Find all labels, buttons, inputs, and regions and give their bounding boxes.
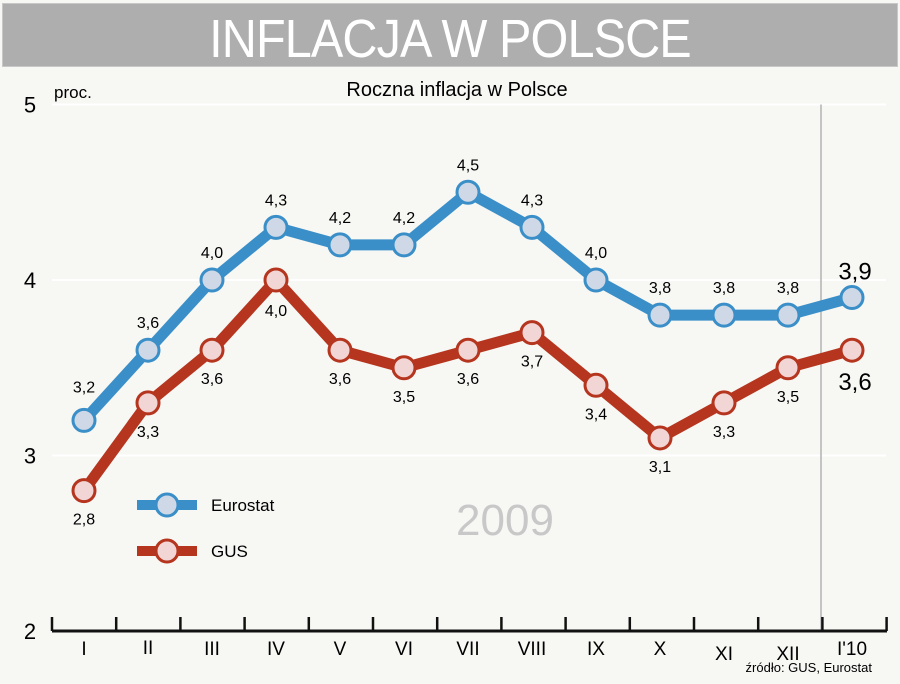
gus-data-label: 3,6 — [329, 371, 351, 388]
gus-point — [199, 337, 225, 363]
eurostat-data-label: 3,2 — [73, 379, 95, 396]
x-tick-label: X — [654, 639, 667, 660]
x-tick-label: VII — [456, 639, 479, 660]
x-tick-label: XI — [715, 644, 733, 665]
eurostat-point — [455, 179, 481, 205]
banner-title: INFLACJA W POLSCE — [209, 9, 692, 69]
gus-point — [711, 390, 737, 416]
gus-point — [583, 372, 609, 398]
gus-data-label: 3,5 — [393, 389, 415, 406]
gus-data-label: 3,6 — [838, 369, 871, 396]
gus-data-label: 4,0 — [265, 303, 287, 320]
eurostat-point — [583, 267, 609, 293]
eurostat-data-label: 3,8 — [777, 280, 799, 297]
gus-data-label: 3,4 — [585, 406, 607, 423]
source-note: źródło: GUS, Eurostat — [746, 660, 873, 675]
eurostat-point — [711, 302, 737, 328]
eurostat-data-label: 3,6 — [137, 315, 159, 332]
eurostat-point — [775, 302, 801, 328]
gus-data-label: 3,5 — [777, 389, 799, 406]
year-annotation: 2009 — [456, 496, 554, 545]
eurostat-data-label: 4,2 — [393, 210, 415, 227]
eurostat-data-label: 4,5 — [457, 157, 479, 174]
legend-label-eurostat: Eurostat — [211, 496, 275, 515]
x-tick-label: IX — [587, 639, 605, 660]
x-tick-label: IV — [267, 639, 285, 660]
gus-data-label: 3,3 — [713, 424, 735, 441]
eurostat-data-label: 4,0 — [201, 245, 223, 262]
eurostat-point — [263, 214, 289, 240]
eurostat-data-label: 3,8 — [649, 280, 671, 297]
legend-label-gus: GUS — [211, 542, 248, 561]
gus-point — [775, 355, 801, 381]
eurostat-point — [71, 407, 97, 433]
x-tick-label: VI — [395, 639, 413, 660]
y-tick-label: 3 — [24, 444, 36, 469]
chart-title: Roczna inflacja w Polsce — [346, 79, 567, 101]
gus-point — [519, 320, 545, 346]
eurostat-data-label: 4,0 — [585, 245, 607, 262]
eurostat-data-label: 4,3 — [521, 192, 543, 209]
x-tick-label: II — [143, 638, 154, 659]
gus-point — [391, 355, 417, 381]
eurostat-point — [135, 337, 161, 363]
title-banner: INFLACJA W POLSCE — [2, 3, 898, 69]
eurostat-point — [519, 214, 545, 240]
gus-point — [839, 337, 865, 363]
eurostat-data-label: 3,8 — [713, 280, 735, 297]
y-tick-label: 2 — [24, 619, 36, 644]
gus-data-label: 2,8 — [73, 512, 95, 529]
legend-marker-eurostat — [154, 492, 180, 518]
x-tick-label: I — [81, 639, 86, 660]
y-tick-label: 4 — [24, 268, 36, 293]
y-tick-label: 5 — [24, 93, 36, 118]
x-tick-label: III — [204, 639, 220, 660]
x-tick-label: V — [334, 639, 347, 660]
eurostat-point — [327, 232, 353, 258]
x-tick-label: VIII — [518, 639, 547, 660]
eurostat-point — [199, 267, 225, 293]
gus-data-label: 3,6 — [201, 371, 223, 388]
eurostat-data-label: 4,2 — [329, 210, 351, 227]
gus-data-label: 3,1 — [649, 459, 671, 476]
gus-point — [135, 390, 161, 416]
gus-point — [71, 478, 97, 504]
x-tick-label: XII — [776, 644, 799, 665]
eurostat-point — [391, 232, 417, 258]
x-tick-label: I'10 — [837, 639, 867, 660]
gus-point — [455, 337, 481, 363]
gus-point — [263, 267, 289, 293]
gus-point — [647, 425, 673, 451]
eurostat-data-label: 3,9 — [838, 259, 871, 286]
eurostat-point — [647, 302, 673, 328]
y-axis-label: proc. — [54, 83, 92, 102]
eurostat-data-label: 4,3 — [265, 192, 287, 209]
gus-point — [327, 337, 353, 363]
gus-data-label: 3,7 — [521, 354, 543, 371]
eurostat-point — [839, 285, 865, 311]
gus-data-label: 3,6 — [457, 371, 479, 388]
legend-marker-gus — [154, 538, 180, 564]
gus-data-label: 3,3 — [137, 424, 159, 441]
